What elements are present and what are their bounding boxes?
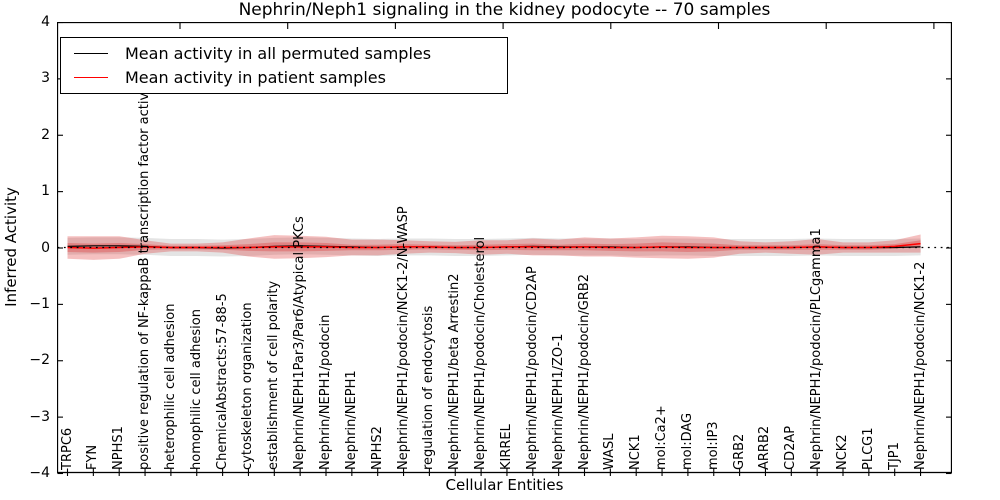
y-tick-label: 0 [41, 239, 50, 256]
y-tick-label: −2 [29, 352, 50, 369]
y-tick-label: 4 [41, 14, 50, 30]
legend-item-patient: Mean activity in patient samples [74, 68, 507, 87]
y-tick-label: 3 [41, 70, 50, 87]
legend-line-swatch-patient [74, 77, 108, 79]
y-tick-label: −1 [29, 295, 50, 312]
legend: Mean activity in all permuted samples Me… [60, 37, 508, 94]
legend-label-patient: Mean activity in patient samples [125, 68, 386, 88]
legend-label-permuted: Mean activity in all permuted samples [125, 43, 432, 63]
legend-line-swatch-permuted [74, 52, 108, 54]
x-axis-label: Cellular Entities [445, 476, 564, 494]
y-tick-label: −3 [29, 408, 50, 425]
plot-area [57, 22, 952, 476]
y-tick-label: 2 [41, 126, 50, 143]
y-tick-label: 1 [41, 183, 50, 200]
patient-band-inner [67, 240, 921, 253]
legend-item-permuted: Mean activity in all permuted samples [74, 44, 507, 63]
chart-title: Nephrin/Neph1 signaling in the kidney po… [238, 0, 771, 20]
y-tick-label: −4 [29, 465, 50, 481]
